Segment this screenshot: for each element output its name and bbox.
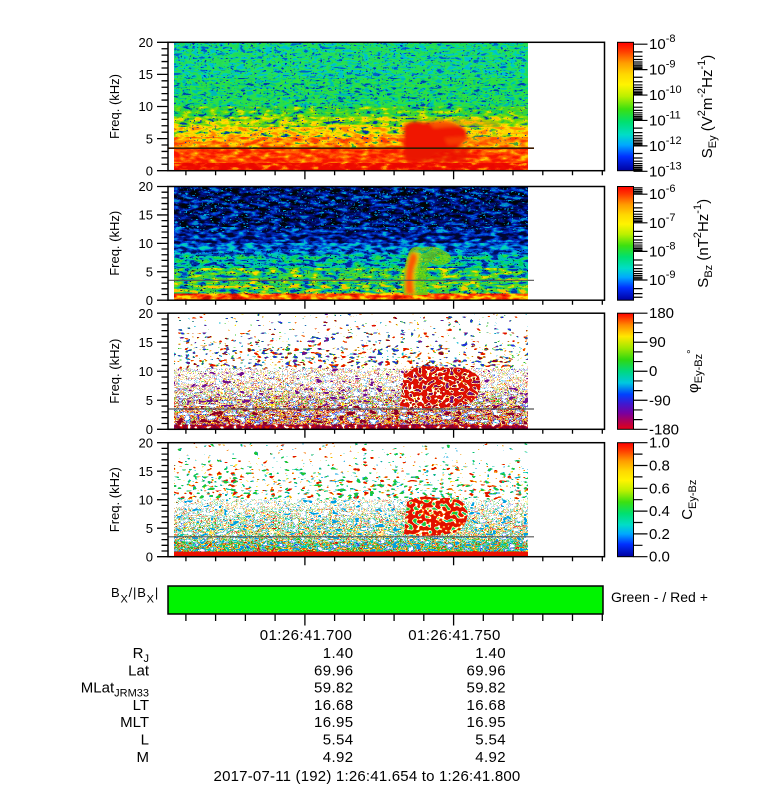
- svg-text:69.96: 69.96: [314, 662, 354, 679]
- svg-text:20: 20: [139, 306, 153, 321]
- svg-text:Freq. (kHz): Freq. (kHz): [107, 339, 122, 404]
- svg-text:5.54: 5.54: [475, 732, 506, 749]
- svg-text:0: 0: [146, 549, 153, 564]
- svg-text:1.0: 1.0: [649, 435, 670, 452]
- svg-text:16.95: 16.95: [314, 714, 354, 731]
- svg-text:Freq. (kHz): Freq. (kHz): [107, 467, 122, 532]
- svg-text:LT: LT: [133, 697, 149, 714]
- svg-text:0.6: 0.6: [649, 480, 670, 497]
- svg-text:90: 90: [649, 334, 666, 351]
- svg-text:0.0: 0.0: [649, 549, 670, 566]
- svg-text:0.8: 0.8: [649, 458, 670, 475]
- svg-text:20: 20: [139, 35, 153, 50]
- svg-text:-90: -90: [649, 392, 671, 409]
- svg-text:Green - / Red +: Green - / Red +: [611, 589, 708, 605]
- svg-text:10: 10: [139, 364, 153, 379]
- svg-text:5: 5: [146, 131, 153, 146]
- svg-text:0: 0: [649, 363, 657, 380]
- svg-text:16.95: 16.95: [466, 714, 506, 731]
- svg-text:SEy (V2m-2Hz-1): SEy (V2m-2Hz-1): [696, 55, 719, 159]
- svg-text:5: 5: [146, 521, 153, 536]
- svg-text:15: 15: [139, 67, 153, 82]
- svg-text:69.96: 69.96: [466, 662, 506, 679]
- svg-text:L: L: [141, 732, 149, 749]
- svg-text:16.68: 16.68: [466, 697, 506, 714]
- svg-text:20: 20: [139, 179, 153, 194]
- svg-text:5: 5: [146, 393, 153, 408]
- svg-text:5: 5: [146, 265, 153, 280]
- svg-text:0.4: 0.4: [649, 503, 670, 520]
- svg-text:16.68: 16.68: [314, 697, 354, 714]
- svg-text:5.54: 5.54: [323, 732, 354, 749]
- svg-text:10: 10: [139, 99, 153, 114]
- svg-text:-180: -180: [649, 421, 679, 438]
- svg-text:M: M: [137, 749, 150, 766]
- svg-text:1.40: 1.40: [475, 645, 506, 662]
- svg-text:4.92: 4.92: [475, 749, 506, 766]
- svg-text:4.92: 4.92: [323, 749, 354, 766]
- svg-text:0.2: 0.2: [649, 526, 670, 543]
- svg-text:01:26:41.700: 01:26:41.700: [260, 627, 352, 644]
- svg-text:0: 0: [146, 293, 153, 308]
- svg-text:0: 0: [146, 163, 153, 178]
- svg-text:15: 15: [139, 208, 153, 223]
- svg-text:01:26:41.750: 01:26:41.750: [408, 627, 500, 644]
- svg-text:20: 20: [139, 435, 153, 450]
- svg-text:MLT: MLT: [120, 714, 149, 731]
- svg-text:Lat: Lat: [128, 662, 150, 679]
- svg-text:180: 180: [649, 305, 674, 322]
- svg-text:10: 10: [139, 236, 153, 251]
- svg-text:2017-07-11 (192) 1:26:41.654 t: 2017-07-11 (192) 1:26:41.654 to 1:26:41.…: [214, 768, 521, 785]
- svg-text:1.40: 1.40: [323, 645, 354, 662]
- svg-text:15: 15: [139, 335, 153, 350]
- svg-text:Freq. (kHz): Freq. (kHz): [107, 211, 122, 276]
- svg-text:59.82: 59.82: [314, 680, 354, 697]
- svg-text:10: 10: [139, 492, 153, 507]
- svg-text:0: 0: [146, 422, 153, 437]
- svg-text:Freq. (kHz): Freq. (kHz): [107, 74, 122, 139]
- svg-text:SBz (nT2Hz-1): SBz (nT2Hz-1): [692, 199, 715, 288]
- svg-text:15: 15: [139, 464, 153, 479]
- svg-text:59.82: 59.82: [466, 680, 506, 697]
